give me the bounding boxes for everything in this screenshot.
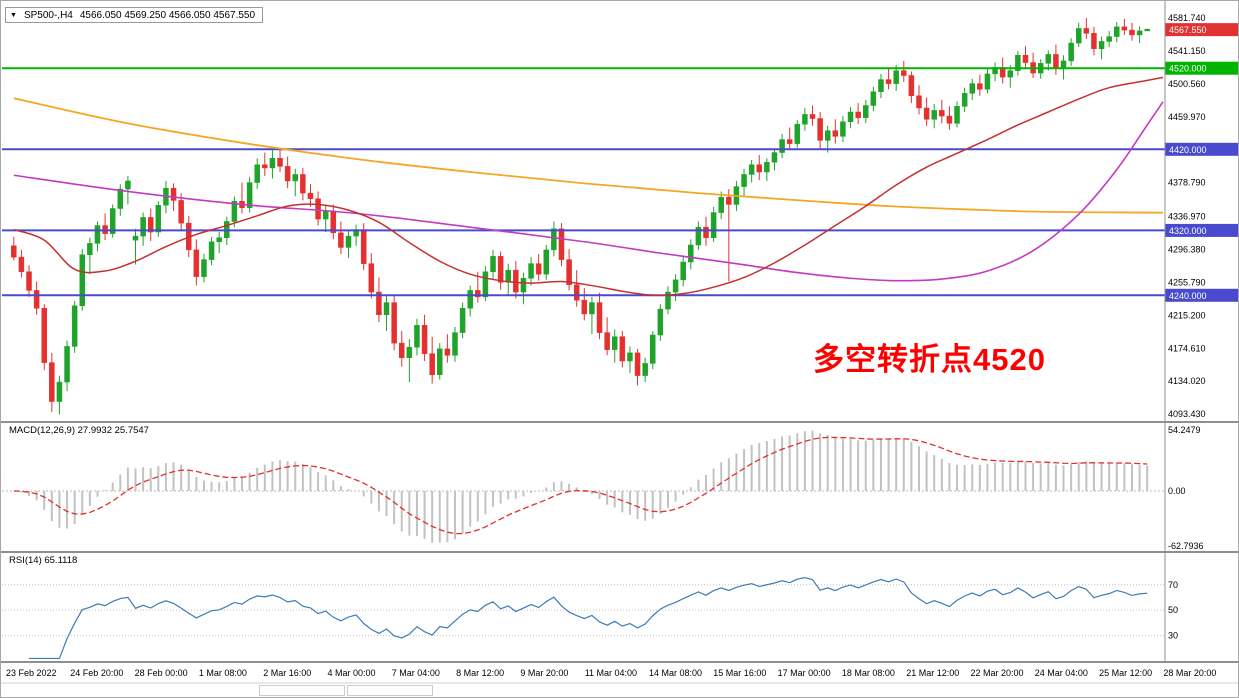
svg-text:4567.550: 4567.550 [1169,25,1207,35]
ma-fast-red [13,76,1164,297]
price-level-badge [1165,142,1238,156]
time-axis-layer: 23 Feb 2022 24 Feb 20:00 28 Feb 00:00 1 Mar… [6,668,1216,678]
price-level-badge [1165,223,1238,237]
svg-text:23 Feb 2022: 23 Feb 2022 [6,668,57,678]
svg-text:4 Mar 00:00: 4 Mar 00:00 [328,668,376,678]
ma-layer [13,76,1164,297]
svg-text:4134.020: 4134.020 [1168,376,1206,386]
svg-text:4581.740: 4581.740 [1168,13,1206,23]
svg-text:4541.150: 4541.150 [1168,46,1206,56]
chart-title-box: ▼ SP500-,H4 4566.050 4569.250 4566.050 4… [5,7,264,23]
rsi-indicator-label: RSI(14) 65.1118 [9,555,78,566]
svg-text:50: 50 [1168,605,1178,615]
svg-text:22 Mar 20:00: 22 Mar 20:00 [971,668,1024,678]
svg-text:1 Mar 08:00: 1 Mar 08:00 [199,668,247,678]
svg-text:4336.970: 4336.970 [1168,212,1206,222]
status-bar-pane-left [259,685,345,696]
svg-text:11 Mar 04:00: 11 Mar 04:00 [585,668,637,678]
svg-text:7 Mar 04:00: 7 Mar 04:00 [392,668,440,678]
svg-text:8 Mar 12:00: 8 Mar 12:00 [456,668,504,678]
svg-text:15 Mar 16:00: 15 Mar 16:00 [713,668,766,678]
svg-text:4093.430: 4093.430 [1168,409,1206,419]
annotation-text[interactable]: 多空转折点4520 [813,342,1046,377]
svg-text:21 Mar 12:00: 21 Mar 12:00 [906,668,959,678]
svg-text:24 Feb 20:00: 24 Feb 20:00 [70,668,123,678]
svg-text:4174.610: 4174.610 [1168,343,1206,353]
svg-text:4378.790: 4378.790 [1168,178,1206,188]
axis-layer: 4567.550 4520.000 4420.000 4320.000 4240.000… [1,1,1238,684]
svg-text:4459.970: 4459.970 [1168,112,1206,122]
svg-text:30: 30 [1168,631,1178,641]
price-level-badge [1165,23,1238,37]
svg-text:-62.7936: -62.7936 [1168,541,1204,551]
rsi-layer [2,576,1165,660]
svg-text:54.2479: 54.2479 [1168,425,1201,435]
svg-text:4520.000: 4520.000 [1169,64,1207,74]
svg-text:24 Mar 04:00: 24 Mar 04:00 [1035,668,1088,678]
price-level-badge [1165,288,1238,302]
svg-text:2 Mar 16:00: 2 Mar 16:00 [263,668,311,678]
svg-text:14 Mar 08:00: 14 Mar 08:00 [649,668,702,678]
ma-slow-orange [13,97,1164,214]
svg-text:4420.000: 4420.000 [1169,145,1207,155]
price-level-badge [1165,61,1238,75]
macd-layer [2,430,1165,543]
svg-text:4215.200: 4215.200 [1168,310,1206,320]
svg-text:17 Mar 00:00: 17 Mar 00:00 [778,668,831,678]
svg-text:28 Mar 20:00: 28 Mar 20:00 [1163,668,1216,678]
svg-text:18 Mar 08:00: 18 Mar 08:00 [842,668,895,678]
chart-dropdown-arrow-icon: ▼ [10,11,17,19]
candles-layer [11,17,1150,415]
svg-text:70: 70 [1168,580,1178,590]
svg-text:25 Mar 12:00: 25 Mar 12:00 [1099,668,1152,678]
svg-text:0.00: 0.00 [1168,486,1186,496]
ma-mid-magenta [13,101,1164,282]
svg-text:4320.000: 4320.000 [1169,226,1207,236]
svg-text:28 Feb 00:00: 28 Feb 00:00 [135,668,188,678]
svg-text:9 Mar 20:00: 9 Mar 20:00 [520,668,568,678]
svg-text:4255.790: 4255.790 [1168,277,1206,287]
svg-text:4296.380: 4296.380 [1168,245,1206,255]
macd-indicator-label: MACD(12,26,9) 27.9932 25.7547 [9,425,149,436]
level-lines-layer [2,67,1165,297]
symbol-period-label: SP500-,H4 [23,9,73,21]
ohlc-values: 4566.050 4569.250 4566.050 4567.550 [79,9,256,21]
status-bar-pane-right [347,685,433,696]
svg-text:4240.000: 4240.000 [1169,291,1207,301]
svg-text:4500.560: 4500.560 [1168,79,1206,89]
